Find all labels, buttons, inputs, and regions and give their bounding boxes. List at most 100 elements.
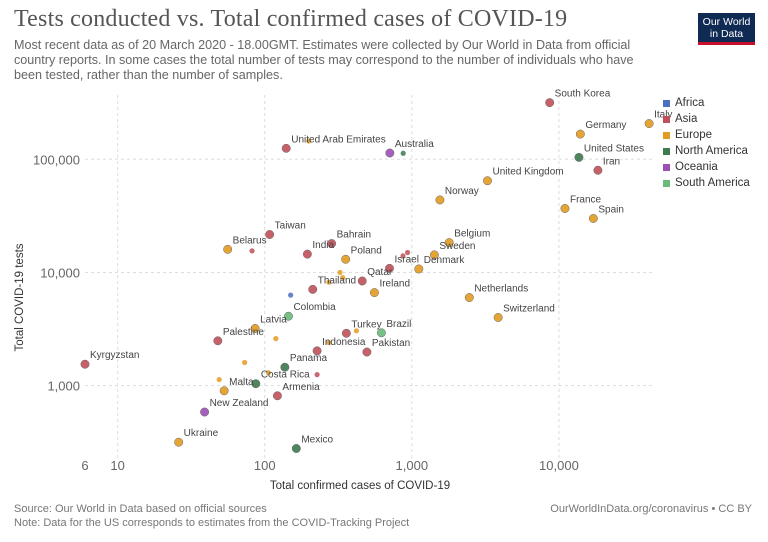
point-label: Taiwan — [275, 221, 306, 232]
legend-item[interactable]: Europe — [663, 129, 712, 141]
legend-swatch — [663, 147, 670, 155]
source-link[interactable]: OurWorldInData.org/coronavirus • CC BY — [550, 503, 752, 515]
data-point — [385, 148, 395, 158]
legend-label: Asia — [675, 113, 698, 125]
data-point — [644, 119, 654, 129]
data-point — [280, 362, 290, 372]
data-point — [493, 313, 503, 322]
data-point — [593, 165, 603, 175]
data-point — [174, 437, 184, 447]
point-label: Brazil — [386, 319, 411, 330]
y-tick-label: 1,000 — [47, 379, 80, 394]
point-label: Thailand — [318, 275, 356, 286]
point-labels: South Korea Italy Germany United Arab Emira… — [90, 89, 672, 446]
data-point — [341, 254, 351, 264]
data-point — [302, 249, 312, 259]
data-point — [281, 143, 291, 153]
point-label: Palestine — [223, 327, 265, 338]
point-label: Colombia — [293, 302, 336, 313]
data-point — [376, 328, 386, 338]
point-label: Poland — [351, 245, 382, 256]
legend-item[interactable]: South America — [663, 177, 750, 189]
point-label: Ukraine — [184, 428, 219, 439]
point-label: South Korea — [555, 89, 611, 100]
data-point-small — [340, 275, 346, 281]
point-label: Italy — [654, 110, 672, 121]
data-point — [291, 444, 301, 453]
point-label: Pakistan — [372, 338, 410, 349]
data-point — [250, 324, 260, 333]
x-tick-label: 10 — [110, 458, 124, 473]
point-label: Iran — [603, 156, 620, 167]
point-label: Germany — [585, 120, 626, 131]
data-point — [588, 214, 598, 223]
point-label: New Zealand — [210, 398, 269, 409]
data-points — [80, 98, 654, 453]
point-label: Panama — [290, 353, 328, 364]
point-label: Qatar — [367, 267, 393, 278]
data-point-small — [337, 269, 343, 276]
axes: 6 10 100 1,000 10,000 1,000 10,000 100,000 Total… — [14, 152, 579, 492]
legend-label: South America — [675, 177, 750, 189]
point-label: Armenia — [282, 382, 320, 393]
data-point — [308, 284, 318, 294]
note-text: Note: Data for the US corresponds to est… — [14, 517, 410, 529]
legend-item[interactable]: Asia — [663, 113, 697, 125]
legend-label: North America — [675, 145, 748, 157]
data-point — [80, 359, 90, 369]
data-point-small — [242, 359, 248, 366]
point-label: Spain — [598, 204, 624, 215]
legend-label: Europe — [675, 129, 713, 141]
legend-swatch — [663, 99, 670, 107]
x-tick-label: 6 — [81, 458, 88, 473]
chart-subtitle: Most recent data as of 20 March 2020 - 1… — [14, 38, 634, 82]
legend-swatch — [663, 163, 670, 171]
point-label: Netherlands — [474, 284, 528, 295]
y-axis-title: Total COVID-19 tests — [14, 243, 26, 351]
data-point — [272, 391, 282, 401]
data-point — [312, 346, 322, 356]
point-label: United Kingdom — [492, 167, 563, 178]
point-label: Israel — [394, 254, 418, 265]
point-label: Sweden — [439, 241, 475, 252]
logo-line-2: in Data — [709, 28, 744, 40]
data-point-small — [249, 248, 255, 254]
legend-label: Africa — [675, 97, 705, 109]
data-point — [327, 239, 337, 249]
data-point — [284, 311, 293, 321]
point-label: Costa Rica — [261, 370, 310, 381]
source-text: Source: Our World in Data based on offic… — [14, 503, 267, 515]
data-point-small — [265, 370, 272, 376]
legend-swatch — [663, 115, 670, 123]
data-point — [464, 293, 474, 302]
data-point-small — [400, 150, 406, 156]
chart-title: Tests conducted vs. Total confirmed case… — [14, 6, 568, 32]
owid-logo[interactable]: Our World in Data — [698, 13, 755, 45]
data-point — [357, 276, 367, 286]
legend-item[interactable]: Oceania — [663, 161, 718, 173]
point-label: Ireland — [379, 279, 410, 290]
logo-line-1: Our World — [702, 16, 751, 28]
data-point-small — [326, 339, 332, 346]
data-point — [444, 238, 454, 248]
y-tick-label: 10,000 — [40, 265, 80, 280]
data-point — [223, 244, 233, 254]
legend-item[interactable]: North America — [663, 145, 748, 157]
data-point — [575, 129, 585, 139]
point-label: United States — [584, 143, 644, 154]
data-point-small — [273, 336, 279, 342]
point-label: Denmark — [424, 255, 466, 266]
data-point — [200, 407, 210, 417]
data-point-small — [314, 372, 320, 378]
x-tick-label: 1,000 — [396, 458, 429, 473]
legend-item[interactable]: Africa — [663, 97, 704, 109]
data-point — [219, 386, 229, 396]
point-label: Belarus — [233, 235, 267, 246]
data-point-small — [400, 253, 406, 259]
point-label: Australia — [395, 139, 434, 150]
data-point-small — [306, 138, 312, 144]
point-label: Mexico — [301, 435, 333, 446]
point-label: Bahrain — [337, 230, 371, 241]
data-point — [251, 379, 261, 389]
